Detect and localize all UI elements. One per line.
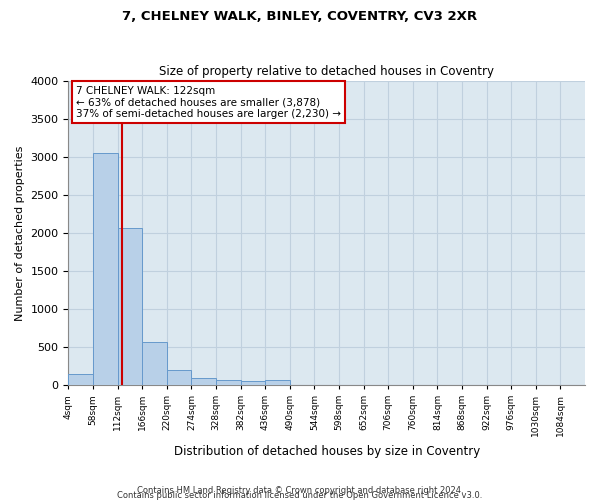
X-axis label: Distribution of detached houses by size in Coventry: Distribution of detached houses by size … bbox=[173, 444, 480, 458]
Bar bbox=[216, 380, 241, 385]
Text: Contains public sector information licensed under the Open Government Licence v3: Contains public sector information licen… bbox=[118, 491, 482, 500]
Bar bbox=[191, 378, 216, 385]
Text: Contains HM Land Registry data © Crown copyright and database right 2024.: Contains HM Land Registry data © Crown c… bbox=[137, 486, 463, 495]
Title: Size of property relative to detached houses in Coventry: Size of property relative to detached ho… bbox=[159, 66, 494, 78]
Bar bbox=[93, 153, 118, 385]
Bar bbox=[241, 381, 265, 385]
Bar bbox=[118, 228, 142, 385]
Bar bbox=[68, 374, 93, 385]
Text: 7, CHELNEY WALK, BINLEY, COVENTRY, CV3 2XR: 7, CHELNEY WALK, BINLEY, COVENTRY, CV3 2… bbox=[122, 10, 478, 23]
Text: 7 CHELNEY WALK: 122sqm
← 63% of detached houses are smaller (3,878)
37% of semi-: 7 CHELNEY WALK: 122sqm ← 63% of detached… bbox=[76, 86, 341, 119]
Bar bbox=[142, 342, 167, 385]
Bar bbox=[265, 380, 290, 385]
Y-axis label: Number of detached properties: Number of detached properties bbox=[15, 146, 25, 320]
Bar bbox=[167, 370, 191, 385]
